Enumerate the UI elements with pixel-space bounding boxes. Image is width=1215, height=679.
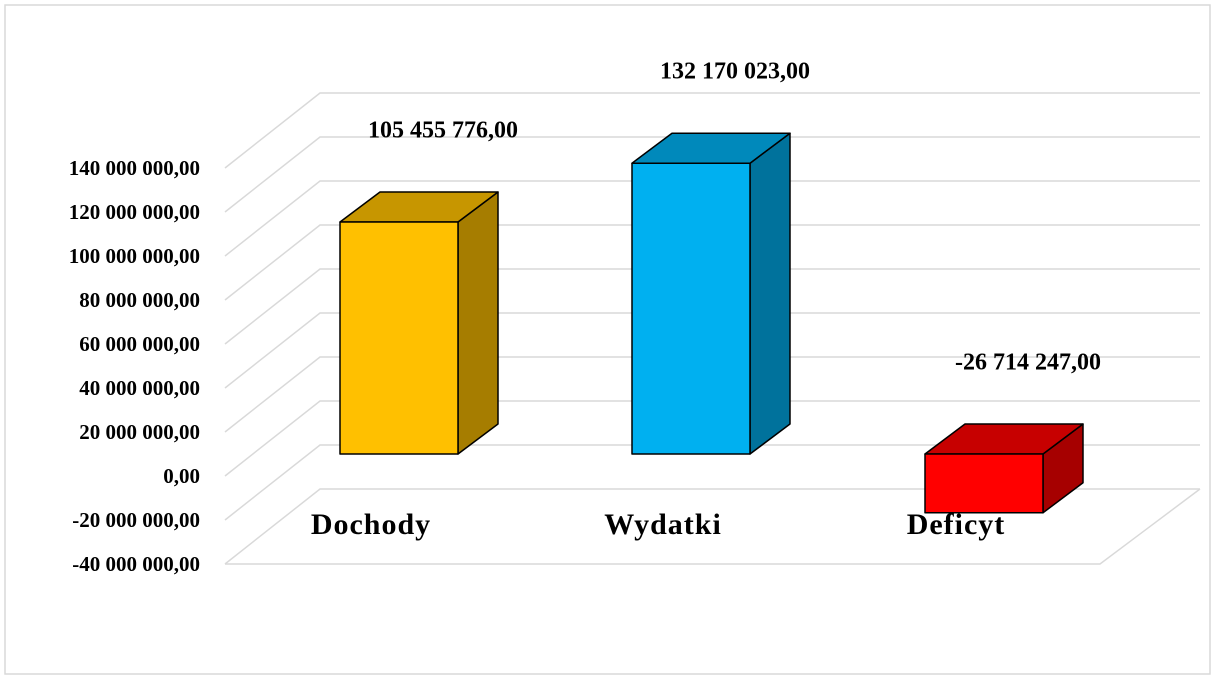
grid-line — [224, 444, 1200, 521]
grid-line — [224, 92, 1200, 169]
data-label: 132 170 023,00 — [660, 59, 810, 85]
bar-side-shade — [750, 133, 790, 454]
x-tick-label: Dochody — [311, 508, 431, 541]
y-tick-label: 100 000 000,00 — [69, 244, 200, 268]
y-tick-label: 140 000 000,00 — [69, 156, 200, 180]
chart-frame — [4, 4, 1211, 675]
y-tick-label: 0,00 — [163, 464, 200, 488]
y-tick-label: 40 000 000,00 — [79, 376, 200, 400]
bar-side-shade — [1043, 424, 1083, 513]
bar-top-shade — [925, 424, 1083, 454]
grid-line — [224, 312, 1200, 389]
x-tick-label: Wydatki — [604, 508, 722, 541]
y-tick-label: 20 000 000,00 — [79, 420, 200, 444]
data-label: 105 455 776,00 — [368, 117, 518, 143]
data-label: -26 714 247,00 — [955, 350, 1101, 376]
y-tick-label: 60 000 000,00 — [79, 332, 200, 356]
grid-line — [224, 224, 1200, 301]
grid-line — [224, 268, 1200, 345]
grid-line — [224, 400, 1200, 477]
bar-top-shade — [340, 191, 498, 222]
bar — [924, 453, 1044, 514]
y-tick-label: 120 000 000,00 — [69, 200, 200, 224]
grid-line — [224, 488, 1200, 565]
y-tick-label: -20 000 000,00 — [72, 508, 200, 532]
bar — [339, 221, 459, 455]
y-tick-label: 80 000 000,00 — [79, 288, 200, 312]
bar-top-shade — [632, 133, 790, 164]
bar-side-shade — [458, 191, 498, 454]
floor-edge — [225, 488, 1201, 565]
grid-line — [224, 136, 1200, 213]
grid-line — [224, 180, 1200, 257]
grid-line — [224, 356, 1200, 433]
y-tick-label: -40 000 000,00 — [72, 552, 200, 576]
bar — [631, 162, 751, 455]
